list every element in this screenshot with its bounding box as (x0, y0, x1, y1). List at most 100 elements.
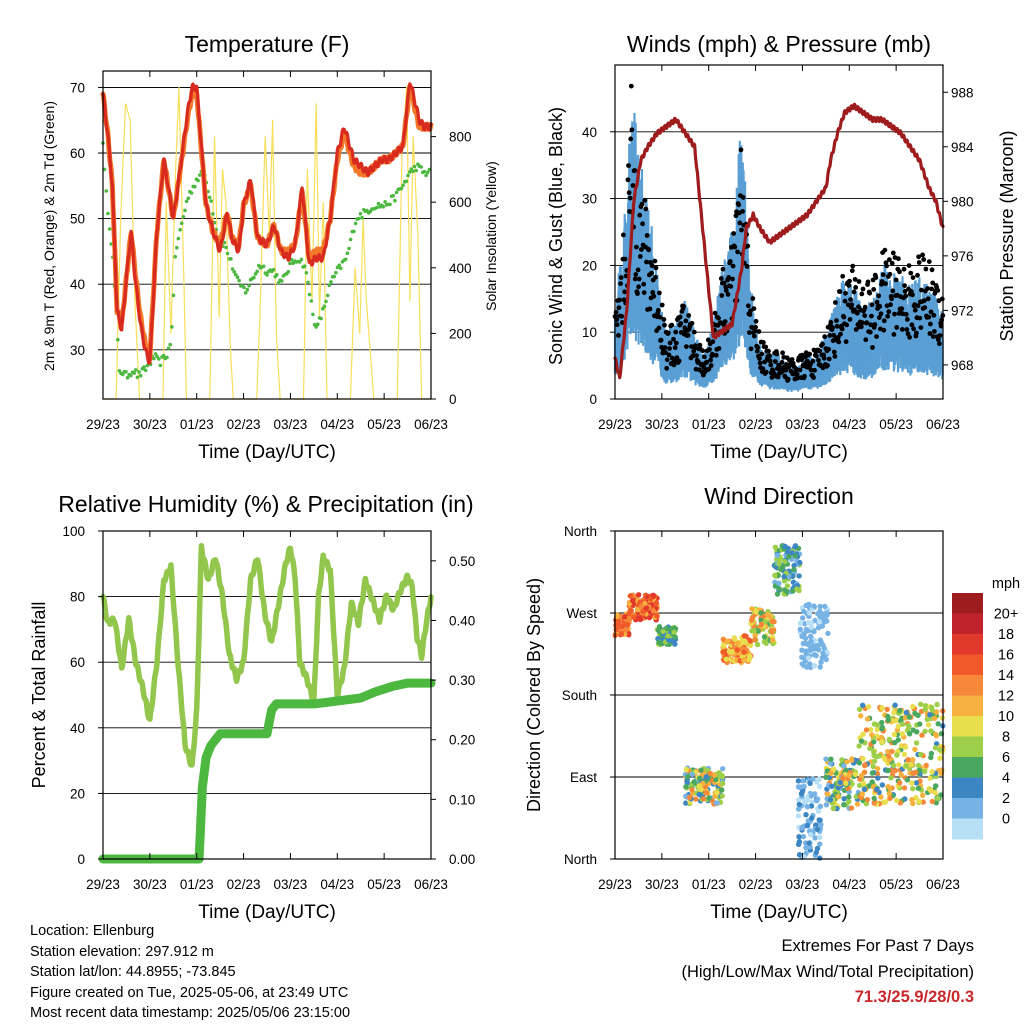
gust-point (863, 337, 869, 343)
wind-direction-point (918, 751, 924, 758)
colorbar-title: mph (992, 576, 1020, 592)
gust-point (762, 359, 767, 365)
wind-direction-point (758, 621, 765, 627)
dewpoint-point (422, 169, 427, 174)
gust-point (886, 309, 892, 315)
wind-direction-point (878, 794, 884, 800)
gust-point (683, 318, 689, 324)
dewpoint-point (425, 170, 430, 175)
y-tick-label: 100 (62, 524, 85, 539)
wind-direction-point (817, 803, 824, 809)
wind-direction-point (640, 609, 646, 615)
wind-direction-point (922, 706, 928, 712)
gust-point (669, 322, 675, 328)
gust-point (834, 318, 839, 323)
wind-direction-point (784, 549, 791, 555)
wind-direction-point (707, 770, 713, 777)
wind-direction-point (915, 762, 922, 769)
gust-point (712, 310, 718, 316)
wind-direction-point (795, 778, 802, 784)
gust-point (657, 290, 662, 296)
x-tick-label: 02/23 (227, 417, 261, 432)
dewpoint-point (137, 370, 141, 374)
y-tick-label: 40 (70, 721, 85, 736)
dewpoint-point (399, 186, 404, 191)
wind-direction-point (928, 728, 934, 734)
wind-direction-point (875, 775, 881, 781)
y-right-tick-label: 968 (951, 358, 974, 373)
gust-point (837, 289, 843, 294)
gust-point (618, 281, 623, 286)
gust-point (753, 324, 758, 330)
wind-direction-point (922, 768, 928, 775)
gust-point (870, 345, 875, 350)
colorbar-swatch (952, 593, 983, 614)
wind-direction-point (808, 832, 814, 838)
gust-point (774, 351, 780, 357)
wind-direction-point (906, 724, 912, 730)
gust-point (839, 326, 845, 332)
wind-direction-point (776, 580, 782, 586)
wind-direction-point (864, 797, 871, 803)
gust-point (681, 303, 686, 309)
gust-point (628, 83, 634, 89)
wind-direction-point (650, 608, 657, 614)
wind-direction-point (929, 798, 936, 805)
wind-direction-point (820, 642, 826, 648)
gust-point (794, 372, 800, 377)
wind-direction-point (761, 634, 768, 640)
wind-direction-point (819, 614, 826, 620)
wind-direction-point (671, 629, 677, 635)
wind-direction-point (799, 647, 805, 653)
gust-point (921, 298, 927, 304)
wind-direction-point (922, 728, 928, 734)
wind-direction-point (910, 786, 916, 792)
colorbar-label: 6 (1002, 750, 1010, 766)
x-tick-label: 05/23 (879, 877, 913, 892)
wind-direction-y-label: Direction (Colored By Speed) (524, 578, 544, 812)
wind-direction-point (781, 578, 788, 584)
dewpoint-point (280, 279, 284, 283)
y-right-tick-label: 984 (951, 140, 974, 155)
wind-direction-point (869, 779, 875, 785)
wind-direction-point (628, 607, 634, 614)
gust-point (661, 317, 667, 322)
wind-direction-point (816, 783, 823, 790)
wind-direction-point (891, 709, 897, 716)
dewpoint-point (207, 195, 212, 200)
y-tick-label: 40 (70, 277, 85, 292)
wind-direction-point (920, 792, 926, 798)
wind-direction-point (885, 749, 891, 755)
gust-point (899, 306, 905, 312)
gust-point (662, 322, 667, 328)
gust-point (705, 337, 711, 343)
temperature-x-label: Time (Day/UTC) (198, 442, 336, 463)
gust-point (853, 285, 859, 290)
wind-direction-point (630, 597, 636, 604)
dewpoint-point (196, 178, 200, 183)
y-tick-label: West (566, 606, 597, 621)
wind-direction-point (799, 654, 805, 660)
wind-direction-point (927, 775, 933, 781)
gust-point (916, 254, 921, 260)
gust-point (860, 286, 866, 292)
wind-direction-point (804, 796, 811, 802)
y-tick-label: 40 (582, 125, 597, 140)
wind-direction-point (742, 633, 748, 639)
wind-direction-point (774, 552, 780, 559)
dewpoint-point (234, 272, 238, 277)
wind-direction-point (689, 787, 695, 793)
dewpoint-point (427, 167, 432, 172)
gust-point (909, 322, 915, 328)
dewpoint-point (225, 251, 230, 256)
gust-point (883, 281, 888, 287)
wind-direction-point (861, 786, 868, 793)
dewpoint-point (107, 227, 112, 231)
wind-direction-point (892, 767, 898, 774)
dewpoint-point (329, 280, 333, 284)
wind-direction-point (928, 750, 935, 757)
dewpoint-point (339, 266, 343, 271)
wind-direction-point (906, 731, 913, 737)
gust-point (646, 247, 652, 253)
gust-point (902, 283, 907, 288)
